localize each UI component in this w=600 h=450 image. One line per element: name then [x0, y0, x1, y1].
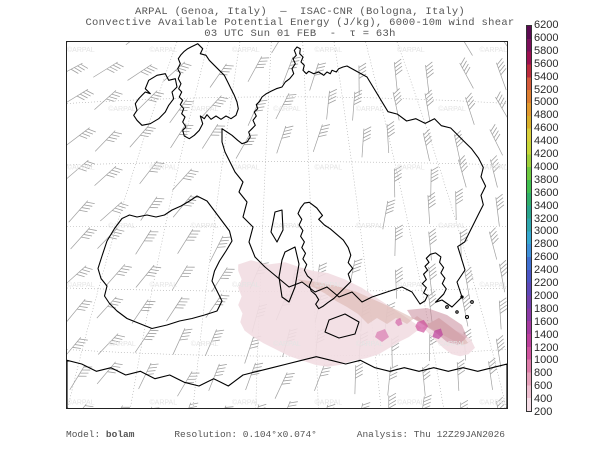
- svg-text:©ARPAL: ©ARPAL: [273, 222, 301, 230]
- svg-text:©ARPAL: ©ARPAL: [67, 281, 95, 289]
- svg-text:©ARPAL: ©ARPAL: [150, 399, 178, 407]
- svg-text:©ARPAL: ©ARPAL: [191, 105, 219, 113]
- svg-text:©ARPAL: ©ARPAL: [315, 164, 343, 172]
- svg-text:©ARPAL: ©ARPAL: [108, 222, 136, 230]
- svg-text:©ARPAL: ©ARPAL: [397, 399, 425, 407]
- svg-text:©ARPAL: ©ARPAL: [273, 105, 301, 113]
- svg-text:©ARPAL: ©ARPAL: [232, 46, 260, 54]
- svg-text:©ARPAL: ©ARPAL: [356, 340, 384, 348]
- svg-text:©ARPAL: ©ARPAL: [232, 399, 260, 407]
- svg-text:©ARPAL: ©ARPAL: [480, 399, 508, 407]
- svg-text:©ARPAL: ©ARPAL: [67, 399, 95, 407]
- svg-text:©ARPAL: ©ARPAL: [232, 281, 260, 289]
- svg-text:©ARPAL: ©ARPAL: [232, 164, 260, 172]
- svg-text:©ARPAL: ©ARPAL: [191, 340, 219, 348]
- svg-text:©ARPAL: ©ARPAL: [438, 222, 466, 230]
- svg-text:©ARPAL: ©ARPAL: [315, 399, 343, 407]
- svg-text:©ARPAL: ©ARPAL: [150, 164, 178, 172]
- svg-text:©ARPAL: ©ARPAL: [150, 46, 178, 54]
- svg-text:©ARPAL: ©ARPAL: [356, 222, 384, 230]
- svg-text:©ARPAL: ©ARPAL: [438, 105, 466, 113]
- svg-text:©ARPAL: ©ARPAL: [480, 46, 508, 54]
- svg-text:©ARPAL: ©ARPAL: [480, 281, 508, 289]
- svg-text:©ARPAL: ©ARPAL: [108, 340, 136, 348]
- svg-text:©ARPAL: ©ARPAL: [356, 105, 384, 113]
- svg-text:©ARPAL: ©ARPAL: [397, 164, 425, 172]
- svg-text:©ARPAL: ©ARPAL: [315, 46, 343, 54]
- svg-text:©ARPAL: ©ARPAL: [67, 46, 95, 54]
- svg-text:©ARPAL: ©ARPAL: [150, 281, 178, 289]
- svg-text:©ARPAL: ©ARPAL: [397, 46, 425, 54]
- svg-text:©ARPAL: ©ARPAL: [67, 164, 95, 172]
- svg-text:©ARPAL: ©ARPAL: [108, 105, 136, 113]
- svg-text:©ARPAL: ©ARPAL: [438, 340, 466, 348]
- svg-text:©ARPAL: ©ARPAL: [273, 340, 301, 348]
- svg-text:©ARPAL: ©ARPAL: [191, 222, 219, 230]
